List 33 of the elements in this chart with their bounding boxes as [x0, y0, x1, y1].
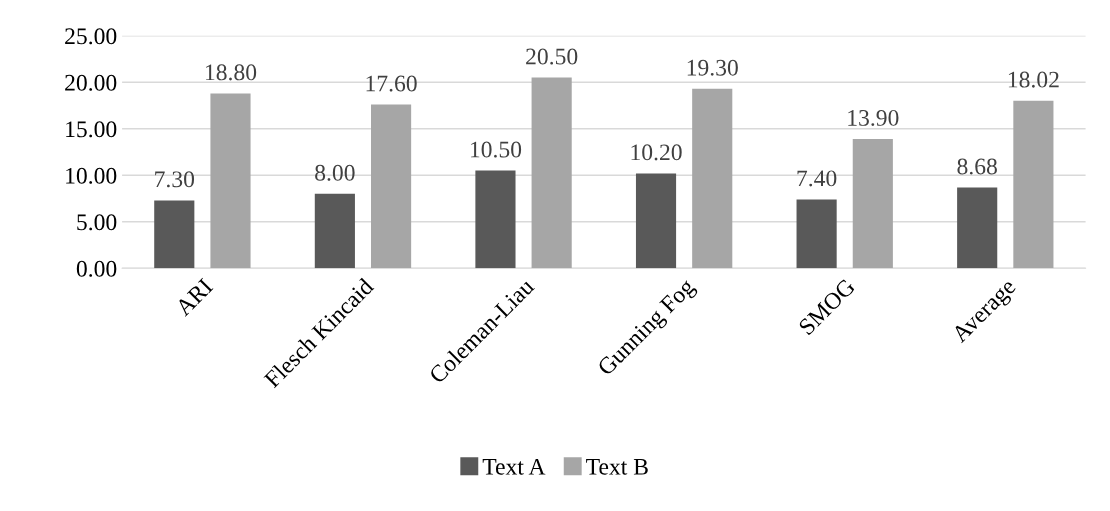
y-tick-label: 10.00 [66, 167, 117, 184]
data-label: 7.30 [155, 171, 195, 188]
bar [1013, 100, 1054, 269]
data-label: 18.80 [206, 64, 257, 81]
bar [531, 77, 572, 269]
y-tick-label: 15.00 [66, 121, 117, 138]
data-label: 10.50 [470, 141, 522, 158]
bar [154, 200, 195, 269]
y-tick-label: 25.00 [65, 28, 117, 45]
bar [635, 173, 677, 269]
bar [314, 193, 355, 269]
x-tick-label: ARI [174, 277, 214, 317]
bar [796, 199, 837, 269]
bar [852, 139, 893, 269]
legend-label: Text A [482, 458, 546, 475]
y-tick-label: 0.00 [76, 260, 117, 277]
data-label: 18.02 [1008, 71, 1059, 88]
data-label: 8.68 [957, 158, 997, 175]
bar [475, 170, 516, 269]
bar [957, 187, 998, 269]
y-tick-label: 20.00 [65, 74, 117, 91]
bar [210, 93, 251, 269]
y-tick-label: 5.00 [77, 214, 117, 231]
bar [371, 104, 412, 269]
data-label: 7.40 [797, 170, 837, 187]
data-label: 13.90 [848, 109, 899, 126]
legend-label: Text B [586, 459, 648, 475]
bar [692, 88, 733, 269]
data-label: 17.60 [366, 75, 417, 92]
data-label: 20.50 [526, 48, 578, 65]
data-label: 8.00 [315, 164, 355, 181]
data-label: 19.30 [687, 59, 738, 76]
data-label: 10.20 [631, 144, 682, 161]
